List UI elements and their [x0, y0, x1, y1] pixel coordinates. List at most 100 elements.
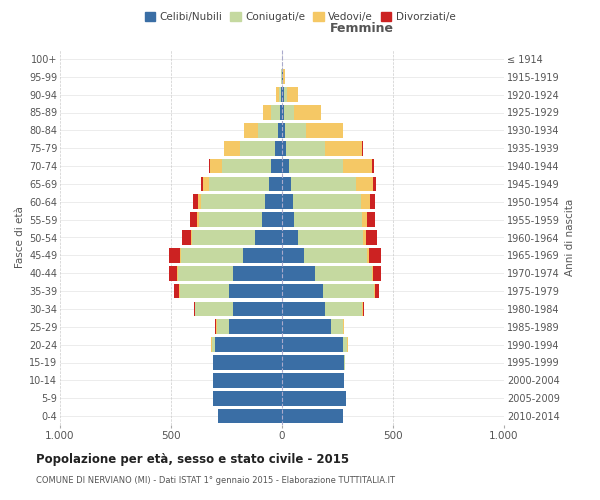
Bar — [199, 212, 262, 227]
Bar — [193, 194, 197, 209]
Bar — [282, 284, 323, 298]
Bar — [356, 176, 373, 191]
Bar — [229, 284, 282, 298]
Bar — [369, 248, 382, 262]
Bar — [215, 338, 282, 352]
Bar — [263, 105, 271, 120]
Bar — [282, 302, 325, 316]
Bar — [278, 123, 282, 138]
Bar — [282, 338, 343, 352]
Bar — [282, 176, 291, 191]
Bar — [212, 338, 215, 352]
Bar — [265, 194, 282, 209]
Bar — [195, 302, 196, 316]
Bar — [180, 248, 181, 262]
Bar — [190, 212, 197, 227]
Bar — [262, 212, 282, 227]
Bar — [213, 373, 282, 388]
Bar — [181, 248, 243, 262]
Bar — [282, 320, 331, 334]
Bar — [343, 338, 347, 352]
Bar — [284, 88, 287, 102]
Legend: Celibi/Nubili, Coniugati/e, Vedovi/e, Divorziati/e: Celibi/Nubili, Coniugati/e, Vedovi/e, Di… — [140, 8, 460, 26]
Bar — [289, 158, 343, 174]
Bar — [282, 212, 294, 227]
Bar — [362, 212, 367, 227]
Bar — [325, 302, 362, 316]
Bar — [203, 176, 209, 191]
Bar — [201, 176, 203, 191]
Bar — [282, 248, 304, 262]
Bar — [282, 70, 283, 84]
Bar — [367, 212, 375, 227]
Bar — [325, 141, 362, 156]
Bar — [169, 266, 176, 280]
Bar — [179, 284, 180, 298]
Bar — [343, 158, 372, 174]
Bar — [169, 248, 180, 262]
Bar — [367, 248, 369, 262]
Bar — [375, 284, 379, 298]
Bar — [362, 302, 364, 316]
Bar — [304, 248, 367, 262]
Bar — [282, 88, 284, 102]
Bar — [196, 302, 233, 316]
Bar — [201, 194, 265, 209]
Bar — [215, 320, 216, 334]
Bar — [243, 248, 282, 262]
Bar — [294, 212, 362, 227]
Bar — [275, 141, 282, 156]
Bar — [361, 194, 370, 209]
Bar — [222, 158, 271, 174]
Bar — [233, 266, 282, 280]
Y-axis label: Fasce di età: Fasce di età — [14, 206, 25, 268]
Bar — [233, 302, 282, 316]
Bar — [282, 373, 344, 388]
Bar — [370, 194, 375, 209]
Bar — [316, 266, 372, 280]
Bar — [363, 230, 367, 245]
Bar — [331, 320, 343, 334]
Bar — [282, 391, 346, 406]
Bar — [291, 176, 356, 191]
Bar — [197, 212, 199, 227]
Bar — [257, 123, 278, 138]
Bar — [277, 88, 278, 102]
Bar — [372, 158, 374, 174]
Bar — [229, 320, 282, 334]
Y-axis label: Anni di nascita: Anni di nascita — [565, 199, 575, 276]
Bar — [213, 391, 282, 406]
Bar — [194, 302, 195, 316]
Bar — [287, 88, 298, 102]
Bar — [283, 70, 286, 84]
Bar — [278, 88, 281, 102]
Bar — [176, 266, 178, 280]
Bar — [282, 123, 286, 138]
Bar — [224, 141, 240, 156]
Bar — [372, 266, 373, 280]
Bar — [244, 123, 257, 138]
Bar — [218, 409, 282, 424]
Bar — [282, 266, 316, 280]
Text: COMUNE DI NERVIANO (MI) - Dati ISTAT 1° gennaio 2015 - Elaborazione TUTTITALIA.I: COMUNE DI NERVIANO (MI) - Dati ISTAT 1° … — [36, 476, 395, 485]
Bar — [307, 123, 343, 138]
Bar — [294, 105, 321, 120]
Bar — [213, 355, 282, 370]
Bar — [180, 284, 229, 298]
Bar — [344, 355, 345, 370]
Bar — [282, 158, 289, 174]
Bar — [282, 230, 298, 245]
Bar — [282, 409, 343, 424]
Bar — [286, 123, 307, 138]
Text: Femmine: Femmine — [330, 22, 394, 35]
Bar — [210, 158, 222, 174]
Bar — [282, 105, 284, 120]
Bar — [197, 194, 201, 209]
Bar — [217, 320, 229, 334]
Bar — [343, 320, 344, 334]
Bar — [209, 176, 269, 191]
Bar — [271, 158, 282, 174]
Bar — [286, 141, 325, 156]
Bar — [240, 141, 275, 156]
Bar — [373, 176, 376, 191]
